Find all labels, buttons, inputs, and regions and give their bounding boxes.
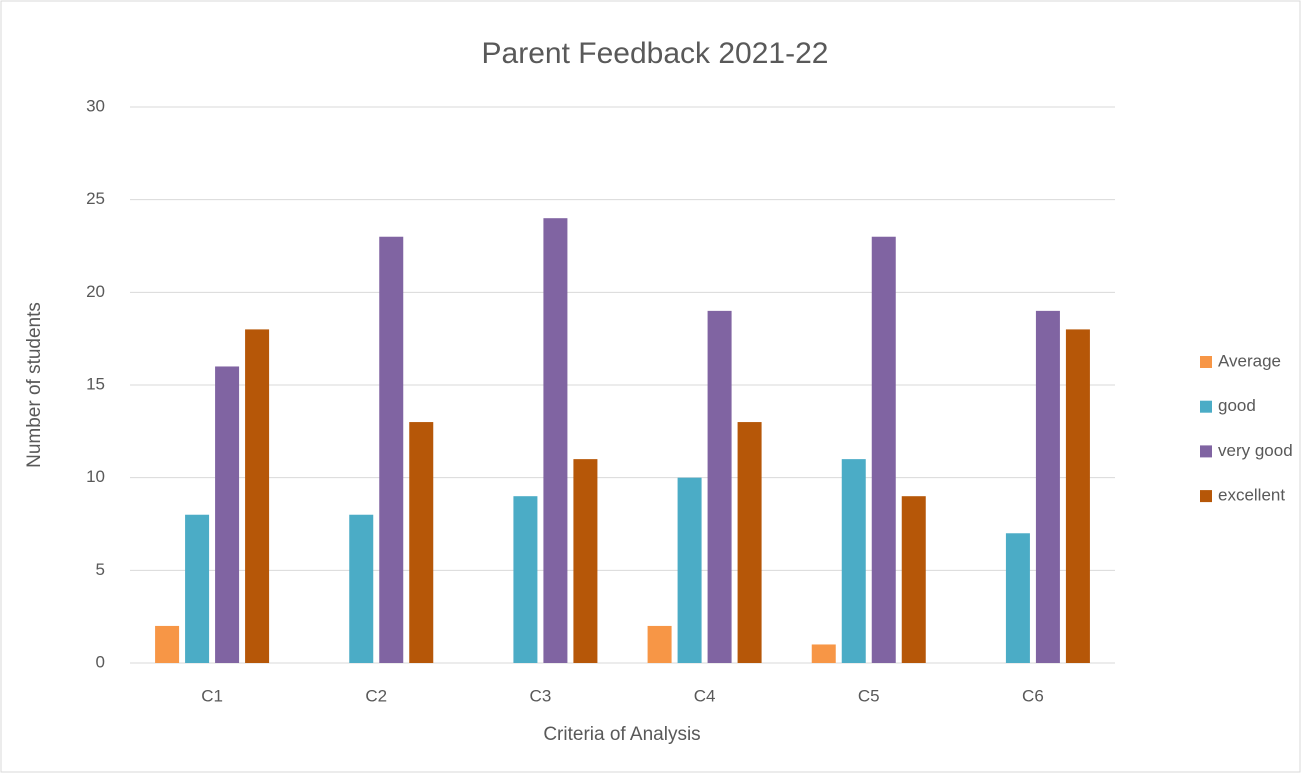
legend-label: very good (1218, 441, 1293, 460)
x-tick-label: C6 (1022, 686, 1044, 705)
y-tick-label: 25 (86, 189, 105, 208)
x-tick-label: C1 (201, 686, 223, 705)
y-tick-label: 30 (86, 96, 105, 115)
bar (1005, 533, 1030, 663)
bar (543, 218, 568, 663)
bar (185, 514, 210, 663)
y-tick-label: 10 (86, 467, 105, 486)
y-axis-label: Number of students (24, 302, 45, 468)
x-axis-label: Criteria of Analysis (543, 724, 700, 745)
bar (573, 459, 598, 663)
y-tick-label: 15 (86, 374, 105, 393)
bar (155, 625, 180, 663)
x-tick-label: C5 (858, 686, 880, 705)
bar (841, 459, 866, 663)
bar (811, 644, 836, 663)
legend-label: good (1218, 396, 1256, 415)
y-tick-label: 0 (96, 652, 105, 671)
bar (1035, 310, 1060, 663)
chart-title: Parent Feedback 2021-22 (482, 37, 829, 70)
bar (677, 477, 702, 663)
y-tick-label: 20 (86, 282, 105, 301)
x-tick-label: C4 (694, 686, 716, 705)
legend-swatch (1200, 490, 1212, 503)
bar (245, 329, 270, 663)
bar (871, 236, 896, 663)
bar (707, 310, 732, 663)
x-tick-label: C2 (365, 686, 387, 705)
bar (215, 366, 240, 663)
legend-swatch (1200, 400, 1212, 413)
bar (409, 422, 434, 663)
bar (513, 496, 538, 663)
legend-label: Average (1218, 351, 1281, 370)
legend-label: excellent (1218, 486, 1285, 505)
bar (647, 625, 672, 663)
legend-swatch (1200, 356, 1212, 368)
y-tick-label: 5 (96, 560, 105, 579)
bar (737, 422, 762, 663)
bar (379, 236, 404, 663)
legend-swatch (1200, 445, 1212, 458)
bar (901, 496, 926, 663)
bar (349, 514, 374, 663)
x-tick-label: C3 (530, 686, 552, 705)
bar (1065, 329, 1090, 663)
